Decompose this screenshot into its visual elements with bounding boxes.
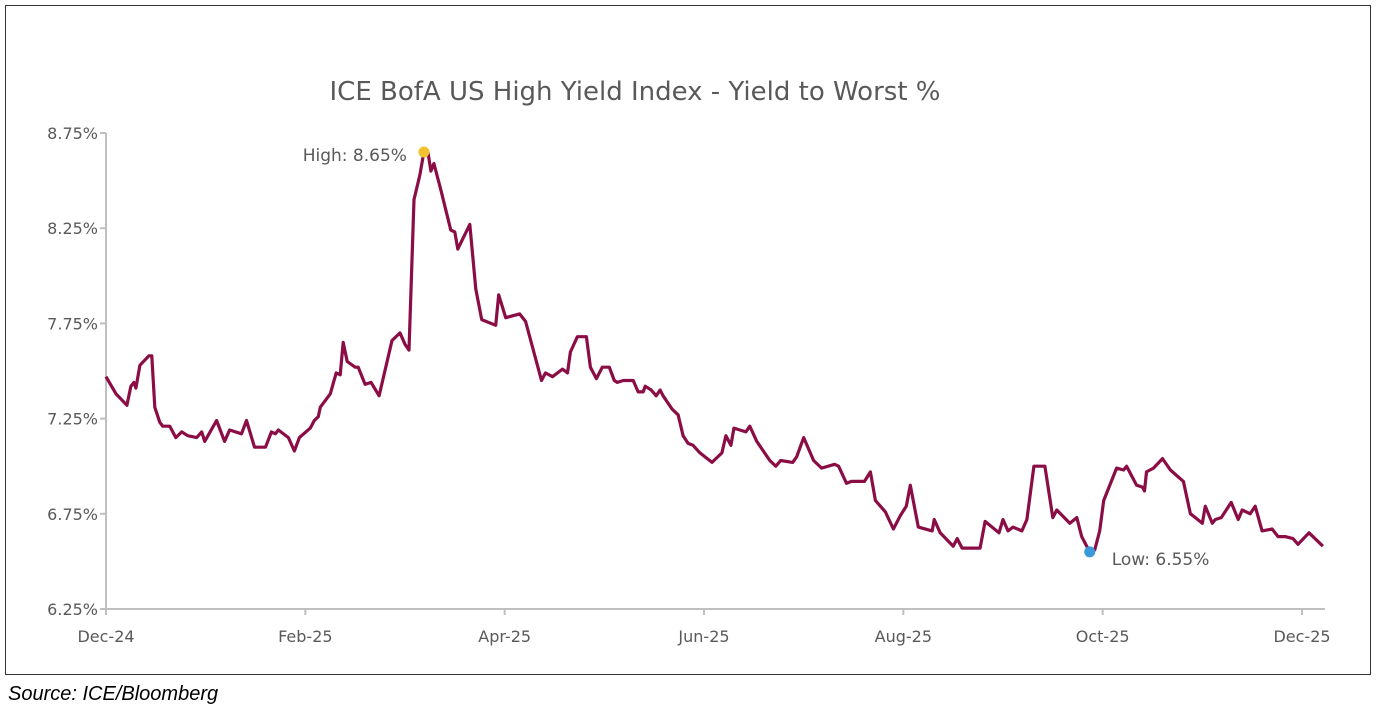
x-tick-label: Feb-25	[278, 627, 332, 646]
low-label: Low: 6.55%	[1112, 550, 1210, 570]
y-tick-label: 8.75%	[47, 124, 98, 143]
chart-title: ICE BofA US High Yield Index - Yield to …	[330, 77, 941, 107]
x-tick-label: Dec-25	[1273, 627, 1330, 646]
x-tick-label: Oct-25	[1076, 627, 1130, 646]
source-note: Source: ICE/Bloomberg	[8, 683, 219, 705]
x-tick-label: Apr-25	[478, 627, 531, 646]
y-tick-label: 6.75%	[47, 505, 98, 524]
high-label: High: 8.65%	[303, 146, 407, 166]
y-tick-label: 7.75%	[47, 314, 98, 333]
low-marker	[1084, 546, 1096, 558]
high-marker	[418, 146, 430, 158]
series-line-yield-to-worst	[104, 150, 1325, 554]
y-tick-label: 6.25%	[47, 600, 98, 619]
y-tick-label: 7.25%	[47, 410, 98, 429]
chart-frame	[5, 5, 1371, 675]
x-tick-label: Aug-25	[875, 627, 932, 646]
y-tick-label: 8.25%	[47, 219, 98, 238]
x-tick-label: Dec-24	[77, 627, 134, 646]
x-tick-label: Jun-25	[677, 627, 729, 646]
